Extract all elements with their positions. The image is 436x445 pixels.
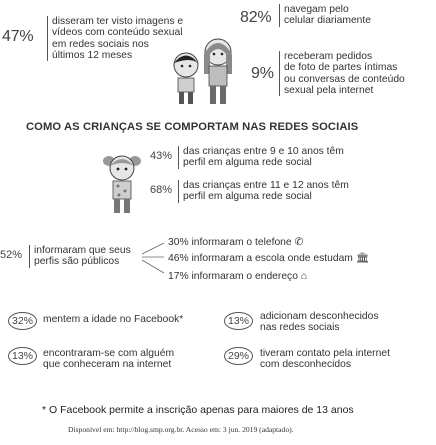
section-title: COMO AS CRIANÇAS SE COMPORTAM NAS REDES …: [26, 121, 359, 133]
behavior-contact-strangers: 29%: [224, 346, 254, 365]
stat-line: perfil em alguma rede social: [183, 191, 312, 203]
behavior-add-strangers: 13%: [224, 311, 254, 330]
connector-lines: [141, 242, 165, 274]
footnote: * O Facebook permite a inscrição apenas …: [42, 404, 354, 416]
stat-line: últimos 12 meses: [52, 49, 133, 61]
stat-line: em redes sociais nos: [52, 38, 149, 50]
behavior-value: 13%: [224, 312, 254, 330]
behavior-text-contact-strangers: tiveram contato pela internet com descon…: [260, 348, 430, 371]
public-item-label: 30% informaram o telefone: [168, 237, 292, 248]
public-value: 52%: [0, 249, 23, 261]
stat-line: navegam pelo: [284, 4, 349, 15]
stat-line: perfis são públicos: [34, 256, 120, 268]
public-item-school: 46% informaram a escola onde estudam 🏛: [168, 253, 369, 264]
stat-line: informaram que seus: [34, 245, 131, 256]
children-illustration-icon: [173, 38, 232, 104]
school-icon: 🏛: [355, 253, 369, 264]
profile-text-9-10: das crianças entre 9 e 10 anos têm perfi…: [178, 146, 393, 169]
public-item-address: 17% informaram o endereço ⌂: [168, 271, 307, 282]
stat-line: tiveram contato pela internet: [260, 348, 390, 359]
stat-line: receberam pedidos: [284, 51, 373, 62]
stat-line: das crianças entre 11 e 12 anos têm: [183, 180, 349, 191]
stat-line: nas redes sociais: [260, 322, 340, 334]
stat-line: das crianças entre 9 e 10 anos têm: [183, 146, 344, 157]
behavior-value: 13%: [8, 347, 38, 365]
stat-line: disseram ter visto imagens e: [52, 16, 184, 27]
profile-text-11-12: das crianças entre 11 e 12 anos têm perf…: [178, 180, 393, 203]
stat-line: adicionam desconhecidos: [260, 311, 379, 322]
phone-icon: ✆: [294, 237, 304, 248]
behavior-text-facebook-age: mentem a idade no Facebook*: [43, 314, 208, 325]
behavior-text-add-strangers: adicionam desconhecidos nas redes sociai…: [260, 311, 430, 334]
source-citation: Disponível em: http://blog.smp.org.br. A…: [68, 425, 294, 434]
stat-line: encontraram-se com alguém: [43, 348, 175, 359]
behavior-met-in-person: 13%: [8, 346, 38, 365]
stat-line: sexual pela internet: [284, 84, 374, 96]
house-icon: ⌂: [300, 271, 308, 282]
public-text: informaram que seus perfis são públicos: [29, 245, 154, 268]
public-item-label: 46% informaram a escola onde estudam: [168, 253, 353, 264]
profile-value-9-10: 43%: [150, 150, 173, 162]
stat-text-mobile: navegam pelo celular diariamente: [279, 4, 424, 27]
stat-value-seen-content: 47%: [2, 28, 34, 45]
stat-text-seen-content: disseram ter visto imagens e vídeos com …: [47, 16, 207, 62]
stat-line: perfil em alguma rede social: [183, 157, 312, 169]
stat-text-photo-requests: receberam pedidos de foto de partes ínti…: [279, 51, 434, 97]
behavior-text-met-in-person: encontraram-se com alguém que conheceram…: [43, 348, 213, 371]
behavior-value: 32%: [8, 312, 38, 330]
stat-line: vídeos com conteúdo sexual: [52, 27, 183, 39]
stat-line: ou conversas de conteúdo: [284, 73, 405, 85]
stat-line: de foto de partes íntimas: [284, 62, 398, 74]
profile-value-11-12: 68%: [150, 184, 173, 196]
public-item-phone: 30% informaram o telefone ✆: [168, 237, 303, 248]
stat-line: que conheceram na internet: [43, 359, 172, 371]
stat-value-mobile: 82%: [240, 9, 272, 26]
behavior-value: 29%: [224, 347, 254, 365]
stat-line: celular diariamente: [284, 15, 371, 27]
child-icon: [103, 155, 141, 213]
public-item-label: 17% informaram o endereço: [168, 271, 298, 282]
behavior-facebook-age: 32%: [8, 311, 38, 330]
stat-line: com desconhecidos: [260, 359, 352, 371]
stat-line: mentem a idade no Facebook*: [43, 314, 184, 325]
stat-value-photo-requests: 9%: [251, 65, 274, 82]
